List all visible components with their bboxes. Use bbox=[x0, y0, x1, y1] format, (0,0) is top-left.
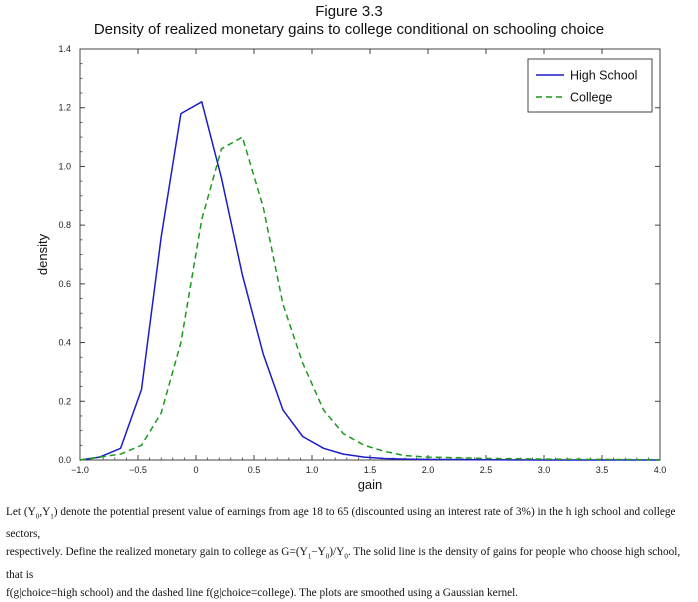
y-axis-label: density bbox=[35, 233, 50, 275]
x-tick-label: 3.5 bbox=[596, 465, 609, 475]
x-tick-label: −0.5 bbox=[129, 465, 147, 475]
figure-caption: Let (Y0,Y1) denote the potential present… bbox=[6, 503, 694, 602]
y-tick-label: 1.4 bbox=[58, 44, 71, 54]
y-tick-label: 0.2 bbox=[58, 396, 71, 406]
x-tick-label: 3.0 bbox=[538, 465, 551, 475]
x-tick-label: 0.5 bbox=[248, 465, 261, 475]
caption-line-3: f(g|choice=high school) and the dashed l… bbox=[6, 586, 519, 599]
x-tick-label: 4.0 bbox=[654, 465, 667, 475]
y-tick-label: 0.6 bbox=[58, 279, 71, 289]
x-tick-label: 0 bbox=[193, 465, 198, 475]
x-tick-label: 2.0 bbox=[422, 465, 435, 475]
series-line-college bbox=[79, 136, 661, 461]
legend-label: High School bbox=[570, 69, 637, 83]
x-tick-label: −1.0 bbox=[71, 465, 89, 475]
figure-label: Figure 3.3 bbox=[315, 3, 383, 20]
caption-line-2: respectively. Define the realized moneta… bbox=[6, 546, 681, 581]
series-group bbox=[79, 101, 661, 461]
density-chart: −1.0 −0.5 0 0.5 1.0 1.5 2.0 2.5 3.0 3.5 4.0 0.0 0.2 0… bbox=[35, 44, 666, 492]
chart-title: Density of realized monetary gains to co… bbox=[93, 21, 605, 38]
y-tick-label: 1.2 bbox=[58, 103, 71, 113]
legend-label: College bbox=[570, 91, 612, 105]
x-tick-label: 1.5 bbox=[364, 465, 377, 475]
y-tick-label: 0.8 bbox=[58, 220, 71, 230]
y-tick-label: 0.0 bbox=[58, 455, 71, 465]
legend: High School College bbox=[527, 58, 653, 113]
series-line-high-school bbox=[79, 101, 660, 461]
legend-box bbox=[527, 58, 653, 113]
y-tick-label: 1.0 bbox=[58, 161, 71, 171]
x-tick-label: 2.5 bbox=[480, 465, 493, 475]
x-tick-label: 1.0 bbox=[306, 465, 319, 475]
caption-line-1: Let (Y0,Y1) denote the potential present… bbox=[6, 506, 676, 541]
y-tick-label: 0.4 bbox=[58, 338, 71, 348]
axes: −1.0 −0.5 0 0.5 1.0 1.5 2.0 2.5 3.0 3.5 4.0 0.0 0.2 0… bbox=[35, 44, 666, 492]
x-axis-label: gain bbox=[358, 477, 383, 492]
